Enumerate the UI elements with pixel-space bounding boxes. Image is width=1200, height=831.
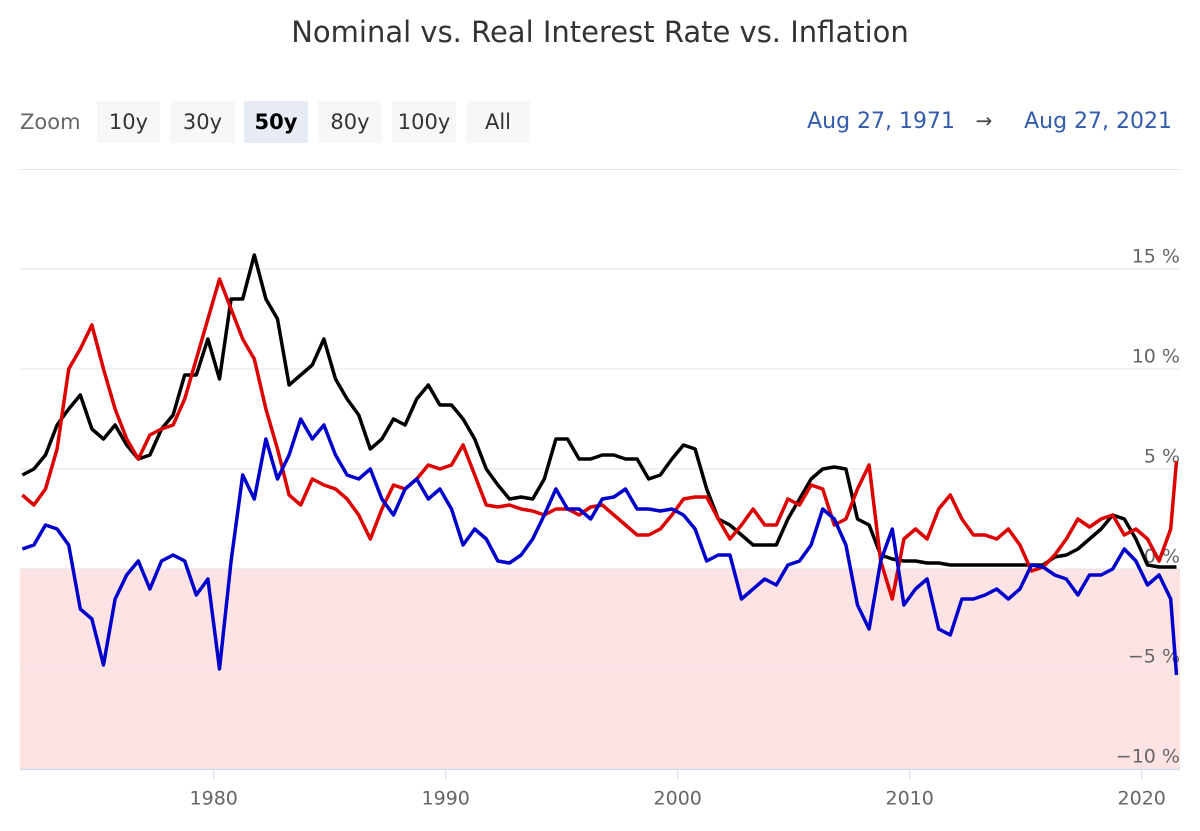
zoom-label: Zoom: [20, 110, 81, 134]
zoom-button[interactable]: [170, 101, 235, 143]
date-to: Aug 27, 2021: [1024, 109, 1172, 134]
zoom-button[interactable]: [392, 101, 456, 143]
zoom-button-label[interactable]: 10y: [109, 110, 148, 134]
y-tick-label: −10 %: [1116, 746, 1180, 768]
date-arrow: →: [976, 109, 993, 133]
x-tick-label: 1990: [422, 788, 470, 810]
zoom-button[interactable]: [244, 101, 308, 143]
zoom-button-label[interactable]: 80y: [330, 110, 369, 134]
chart-title: Nominal vs. Real Interest Rate vs. Infla…: [291, 15, 909, 49]
zoom-button-label[interactable]: All: [485, 110, 511, 134]
zoom-button[interactable]: [318, 101, 382, 143]
series-line: [21, 417, 1179, 676]
zoom-button[interactable]: [466, 101, 530, 143]
y-tick-label: −5 %: [1128, 646, 1180, 668]
x-tick-label: 2020: [1118, 788, 1166, 810]
date-from: Aug 27, 1971: [807, 109, 955, 134]
y-tick-label: 10 %: [1132, 346, 1180, 368]
zoom-button-label[interactable]: 30y: [183, 110, 222, 134]
x-tick-label: 2010: [886, 788, 934, 810]
zoom-button-label[interactable]: 100y: [398, 110, 451, 134]
y-tick-label: 5 %: [1144, 446, 1180, 468]
zoom-button[interactable]: [97, 101, 160, 143]
series-line: [21, 253, 1177, 569]
zoom-button-label[interactable]: 50y: [255, 110, 298, 134]
x-tick-label: 2000: [654, 788, 702, 810]
series-line: [21, 277, 1179, 601]
y-tick-label: 15 %: [1132, 246, 1180, 268]
x-tick-label: 1980: [190, 788, 238, 810]
